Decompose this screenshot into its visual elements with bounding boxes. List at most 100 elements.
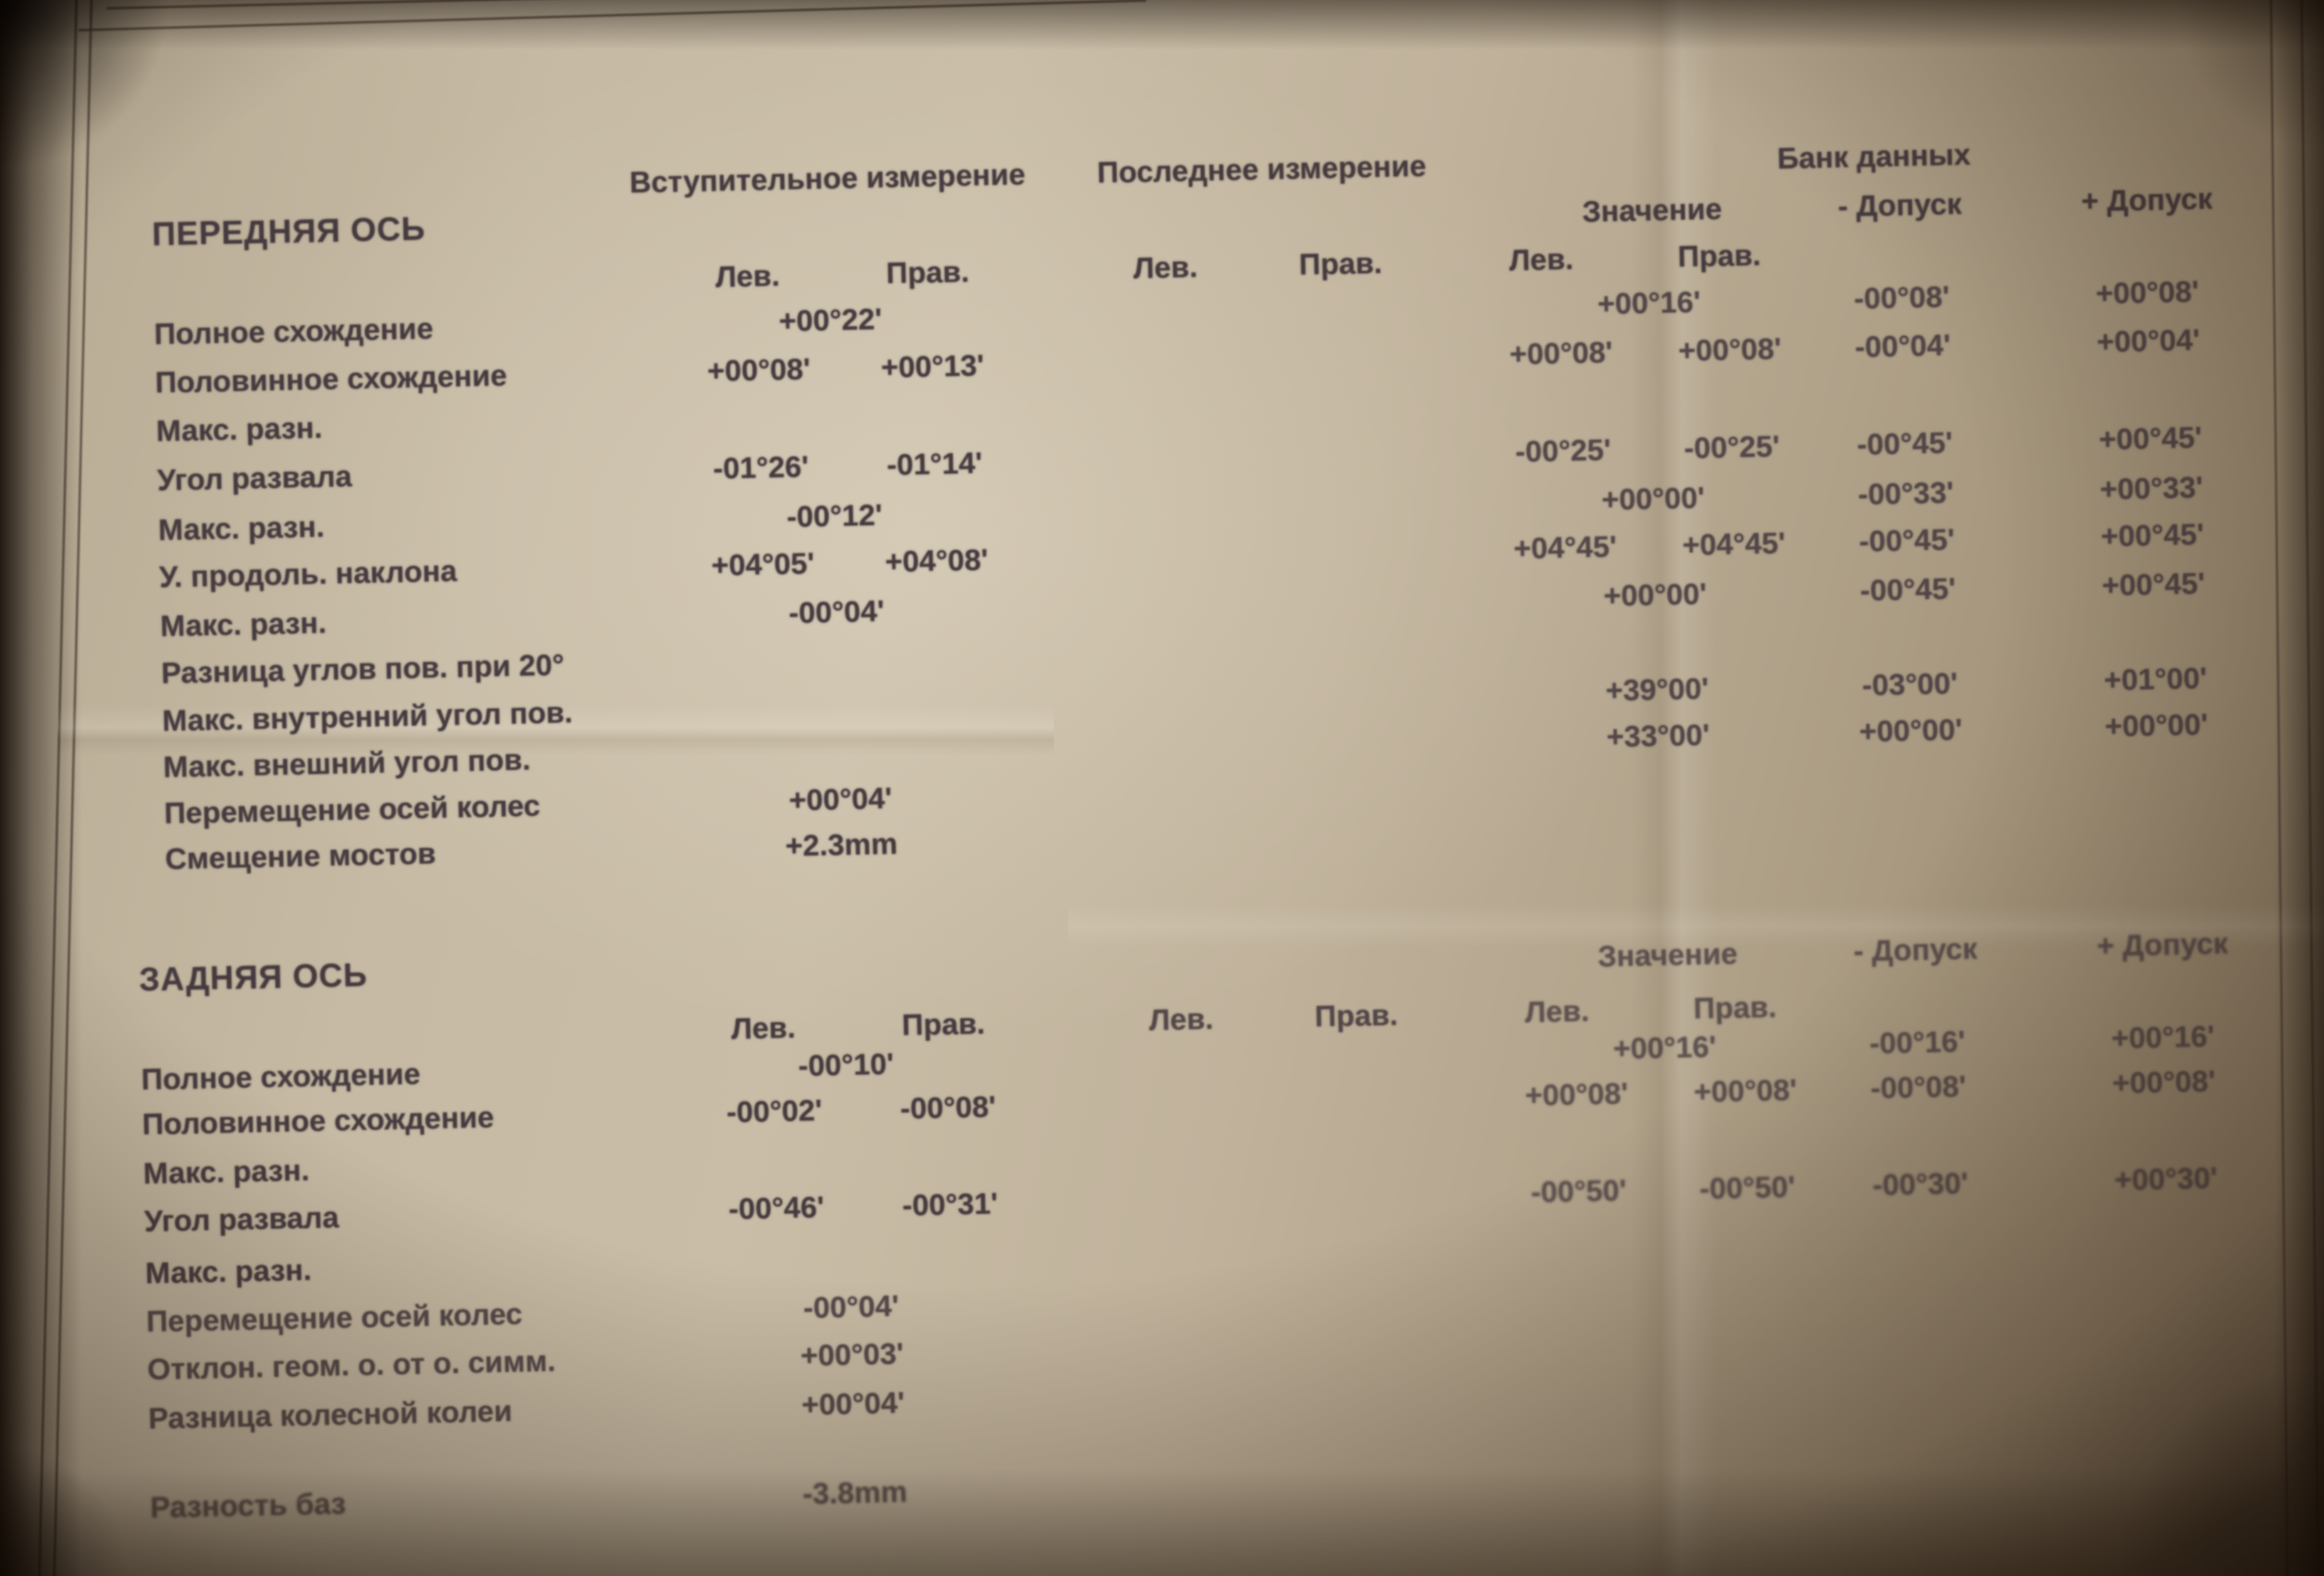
row-label-camber-rear: Угол развала [144,1200,340,1238]
plus-tolerance-caster-front: +00°45' [2100,517,2204,553]
value-initial-max-diff-camber-front: -00°12' [786,498,883,533]
row-label-geom-axis-deviation-rear: Отклон. геом. о. от о. симм. [147,1344,556,1387]
plus-tolerance-max-outer-turn-front: +00°00' [2104,707,2209,743]
value-initial-wheelbase-diff: -3.8mm [802,1474,908,1510]
row-label-axle-offset-front: Смещение мостов [164,836,436,876]
column-header-value-rear: Значение [1597,936,1738,974]
row-label-max-outer-turn-front: Макс. внешний угол пов. [162,742,531,784]
minus-tolerance-half-toe-front: -00°04' [1854,328,1951,364]
row-label-wheel-axis-move-front: Перемещение осей колес [164,788,541,830]
bank-right-camber-rear: -00°50' [1699,1169,1796,1206]
plus-tolerance-half-toe-front: +00°04' [2096,323,2201,359]
plus-tolerance-total-toe-rear: +00°16' [2110,1019,2215,1055]
minus-tolerance-max-diff-caster-front: -00°45' [1859,571,1957,607]
row-label-caster-front: У. продоль. наклона [159,553,458,594]
subheader-left-initial-rear: Лев. [731,1010,796,1045]
plus-tolerance-max-inner-turn-front: +01°00' [2103,661,2208,697]
subheader-left-initial-front: Лев. [715,259,780,293]
row-label-wheelbase-diff: Разность баз [150,1486,347,1524]
column-header-value-front: Значение [1581,192,1722,229]
value-initial-right-camber-rear: -00°31' [901,1186,998,1222]
column-header-minus-tolerance-rear: - Допуск [1853,931,1978,968]
bank-right-half-toe-rear: +00°08' [1693,1073,1798,1109]
column-header-plus-tolerance-rear: + Допуск [2096,926,2229,963]
value-initial-wheel-axis-move-front: +00°04' [788,781,893,817]
minus-tolerance-max-outer-turn-front: +00°00' [1858,712,1963,748]
bank-right-half-toe-front: +00°08' [1677,331,1782,367]
row-label-max-inner-turn-front: Макс. внутренний угол пов. [162,695,573,738]
value-initial-right-caster-front: +04°08' [884,543,989,579]
value-initial-total-toe-rear: -00°10' [797,1046,894,1082]
bank-left-camber-front: -00°25' [1514,432,1611,469]
minus-tolerance-max-diff-camber-front: -00°33' [1858,475,1954,511]
plus-tolerance-camber-front: +00°45' [2098,420,2203,456]
plus-tolerance-camber-rear: +00°30' [2114,1161,2218,1197]
value-initial-right-camber-front: -01°14' [886,446,983,481]
minus-tolerance-total-toe-rear: -00°16' [1869,1024,1966,1060]
bank-right-camber-front: -00°25' [1683,429,1780,465]
section-title-front-axle: ПЕРЕДНЯЯ ОСЬ [151,209,426,253]
value-initial-total-toe-front: +00°22' [778,302,883,338]
subheader-left-last-front: Лев. [1133,249,1198,285]
value-initial-left-camber-rear: -00°46' [728,1190,825,1226]
value-initial-track-width-diff-rear: +00°04' [801,1385,905,1421]
bank-left-camber-rear: -00°50' [1530,1173,1627,1209]
row-label-track-width-diff-rear: Разница колесной колеи [147,1394,513,1436]
column-header-initial-measurement: Вступительное измерение [629,157,1026,199]
bank-value-max-outer-turn-front: +33°00' [1606,717,1710,753]
row-label-total-toe-front: Полное схождение [153,311,434,351]
minus-tolerance-max-inner-turn-front: -03°00' [1861,666,1958,702]
minus-tolerance-camber-front: -00°45' [1856,425,1953,461]
row-label-max-diff-toe-front: Макс. разн. [155,410,323,448]
row-label-half-toe-rear: Половинное схождение [142,1100,495,1142]
section-title-rear-axle: ЗАДНЯЯ ОСЬ [138,956,368,998]
minus-tolerance-camber-rear: -00°30' [1872,1166,1969,1202]
subheader-right-bank-rear: Прав. [1692,989,1777,1026]
value-initial-max-diff-caster-front: -00°04' [788,594,885,630]
value-initial-left-half-toe-rear: -00°02' [726,1093,823,1129]
row-label-wheel-axis-move-rear: Перемещение осей колес [146,1296,523,1339]
value-initial-left-half-toe-front: +00°08' [706,352,811,388]
column-header-data-bank: Банк данных [1776,137,1972,175]
column-header-minus-tolerance-front: - Допуск [1837,187,1962,223]
subheader-left-bank-rear: Лев. [1524,993,1590,1029]
subheader-right-last-rear: Прав. [1314,998,1398,1033]
bank-value-max-diff-caster-front: +00°00' [1603,576,1707,612]
column-header-last-measurement: Последнее измерение [1096,149,1427,189]
value-initial-axle-offset-front: +2.3mm [785,826,898,863]
minus-tolerance-total-toe-front: -00°08' [1853,279,1950,315]
row-label-max-diff-toe-rear: Макс. разн. [142,1153,310,1191]
subheader-left-bank-front: Лев. [1509,241,1574,277]
bank-right-caster-front: +04°45' [1682,526,1786,562]
plus-tolerance-max-diff-caster-front: +00°45' [2101,566,2206,602]
subheader-left-last-rear: Лев. [1148,1001,1214,1037]
minus-tolerance-caster-front: -00°45' [1858,522,1955,558]
bank-left-half-toe-front: +00°08' [1509,335,1613,371]
value-initial-right-half-toe-front: +00°13' [880,348,985,385]
subheader-right-last-front: Прав. [1298,246,1383,281]
plus-tolerance-total-toe-front: +00°08' [2095,274,2199,310]
row-label-max-diff-camber-front: Макс. разн. [157,509,325,547]
value-initial-geom-axis-deviation-rear: +00°03' [800,1336,904,1372]
value-initial-wheel-axis-move-rear: -00°04' [802,1288,899,1325]
minus-tolerance-half-toe-rear: -00°08' [1870,1069,1967,1105]
plus-tolerance-half-toe-rear: +00°08' [2112,1064,2216,1100]
row-label-total-toe-rear: Полное схождение [140,1056,421,1097]
value-initial-left-camber-front: -01°26' [713,449,810,486]
bank-left-caster-front: +04°45' [1513,529,1618,565]
bank-value-total-toe-front: +00°16' [1597,285,1701,321]
plus-tolerance-max-diff-camber-front: +00°33' [2099,470,2204,506]
row-label-max-diff-caster-front: Макс. разн. [159,605,327,643]
row-label-toe-out-20-front: Разница углов пов. при 20° [160,647,565,690]
subheader-right-bank-front: Прав. [1677,238,1762,273]
row-label-half-toe-front: Половинное схождение [155,358,508,400]
bank-value-max-inner-turn-front: +39°00' [1605,671,1710,707]
row-label-max-diff-camber-rear: Макс. разн. [145,1253,312,1290]
column-header-plus-tolerance-front: + Допуск [2080,181,2213,218]
bank-value-total-toe-rear: +00°16' [1613,1029,1717,1065]
value-initial-left-caster-front: +04°05' [711,546,815,583]
subheader-right-initial-rear: Прав. [901,1006,985,1042]
row-label-camber-front: Угол развала [157,459,352,497]
